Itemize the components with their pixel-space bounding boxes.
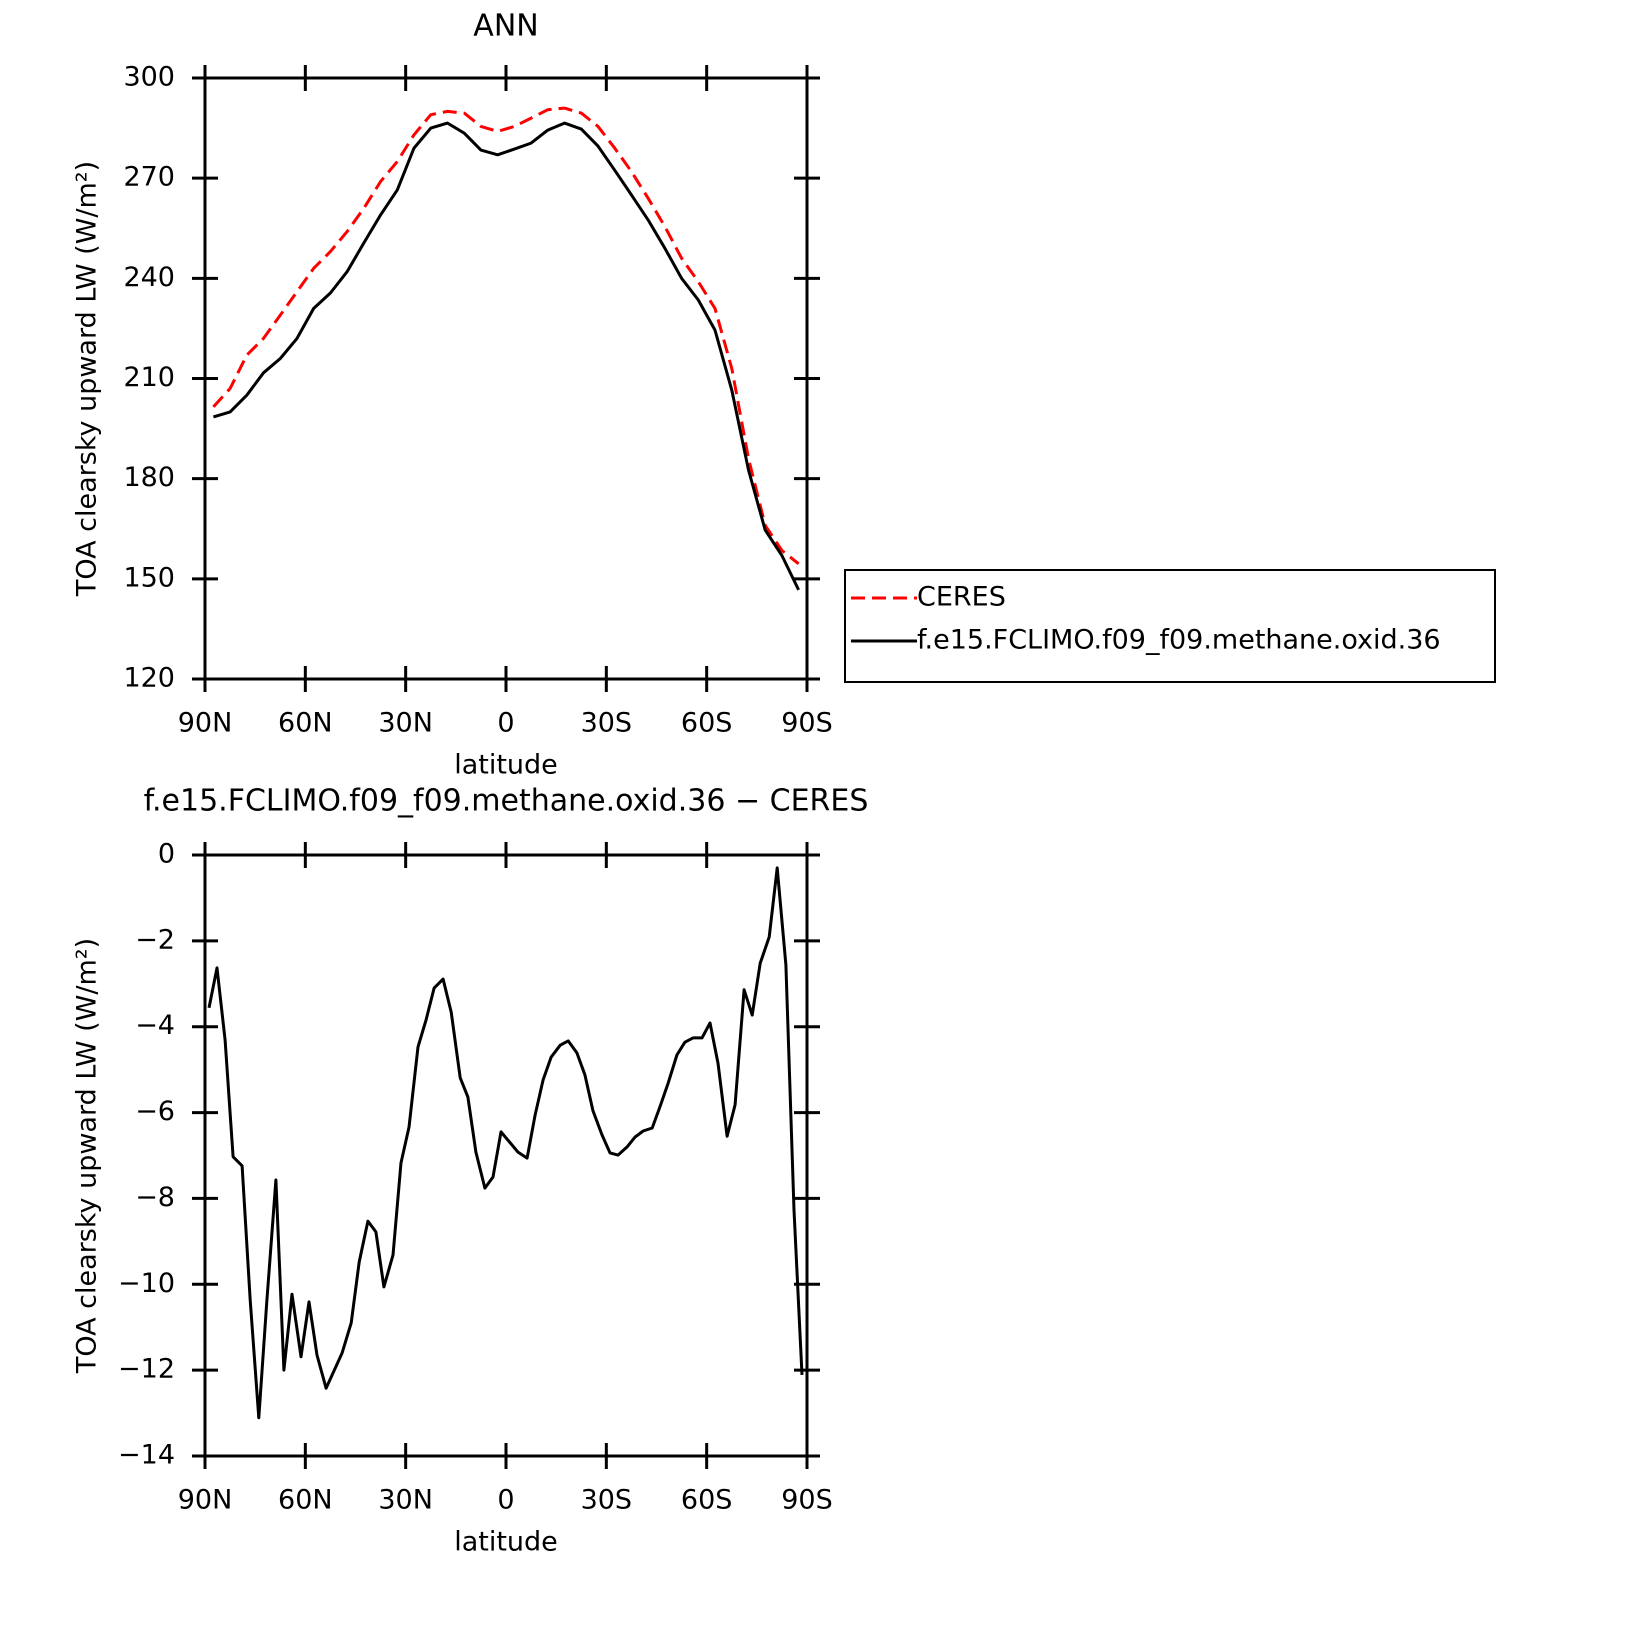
y-tick-label: −6 (135, 1096, 175, 1127)
x-tick-label: 30S (581, 1485, 633, 1516)
plot-frame (203, 853, 809, 1458)
x-tick-label: 60N (278, 1485, 333, 1516)
y-tick-label: 150 (123, 562, 175, 593)
legend-label: f.e15.FCLIMO.f09_f09.methane.oxid.36 (917, 625, 1441, 656)
x-tick-label: 60S (681, 708, 733, 739)
y-tick-label: −10 (118, 1268, 175, 1299)
y-tick-label: 240 (123, 262, 175, 293)
legend-box (844, 569, 1496, 683)
data-line (212, 106, 800, 565)
x-tick-label: 30N (378, 708, 433, 739)
x-tick-label: 90S (781, 1485, 833, 1516)
chart-title: ANN (473, 9, 538, 44)
x-axis-label: latitude (454, 750, 558, 781)
data-line (212, 121, 800, 591)
y-tick-label: −14 (118, 1440, 175, 1471)
y-tick-label: −12 (118, 1354, 175, 1385)
x-tick-label: 30S (581, 708, 633, 739)
y-tick-label: 180 (123, 462, 175, 493)
x-tick-label: 60N (278, 708, 333, 739)
y-tick-label: 210 (123, 362, 175, 393)
x-tick-label: 90N (178, 708, 233, 739)
plot-frame (203, 76, 809, 681)
chart-title: f.e15.FCLIMO.f09_f09.methane.oxid.36 − C… (144, 784, 869, 819)
legend-label: CERES (917, 582, 1006, 613)
y-tick-label: 120 (123, 663, 175, 694)
x-axis-label: latitude (454, 1527, 558, 1558)
x-tick-label: 0 (497, 708, 514, 739)
x-tick-label: 0 (497, 1485, 514, 1516)
x-tick-label: 60S (681, 1485, 733, 1516)
y-tick-label: 0 (158, 839, 175, 870)
x-tick-label: 90S (781, 708, 833, 739)
y-tick-label: −8 (135, 1182, 175, 1213)
y-axis-label: TOA clearsky upward LW (W/m²) (72, 938, 103, 1374)
x-tick-label: 90N (178, 1485, 233, 1516)
y-tick-label: 300 (123, 62, 175, 93)
y-tick-label: −2 (135, 924, 175, 955)
y-tick-label: −4 (135, 1010, 175, 1041)
x-tick-label: 30N (378, 1485, 433, 1516)
data-line (207, 866, 804, 1420)
y-axis-label: TOA clearsky upward LW (W/m²) (72, 161, 103, 597)
y-tick-label: 270 (123, 162, 175, 193)
